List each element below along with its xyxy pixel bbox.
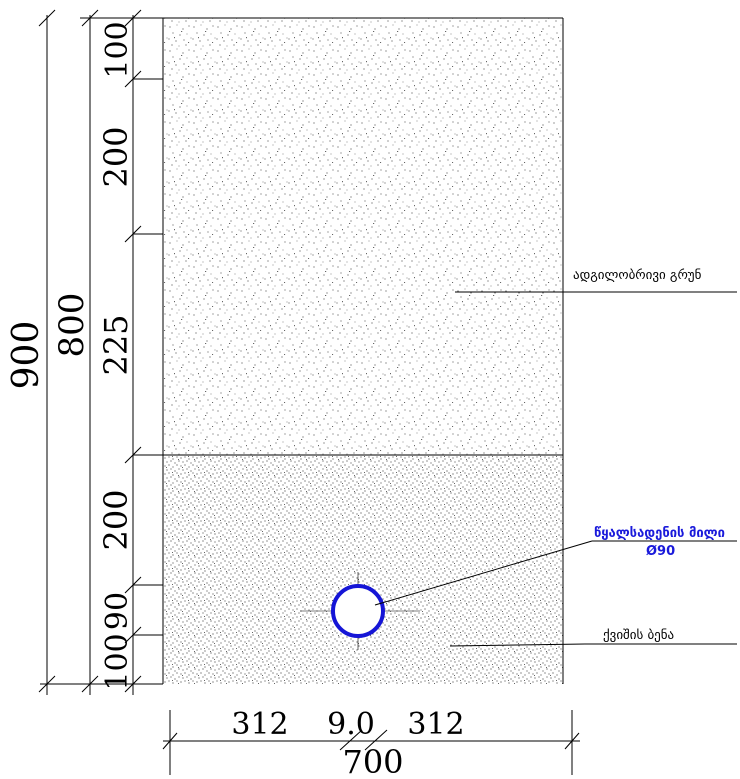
native-soil-label: ადგილობრივი გრუნ (573, 268, 702, 283)
dim-width-pipe: 9.0 (327, 707, 375, 742)
dim-width-total: 700 (342, 743, 403, 779)
dim-layer-upper-fill: 200 (97, 126, 135, 187)
dim-width-left: 312 (231, 707, 288, 742)
water-pipe (331, 584, 385, 638)
sand-bed-label: ქვიშის ბენა (603, 628, 674, 643)
dim-tick (564, 732, 580, 750)
sand-leader-diagonal (449, 643, 586, 647)
dim-layer-pipe: 90 (100, 592, 135, 630)
dim-layer-bed: 100 (100, 633, 135, 690)
sand-bedding-layer (163, 455, 563, 684)
dim-tick (162, 732, 178, 750)
dim-total-height: 900 (6, 321, 47, 390)
dim-layer-lower-fill: 225 (97, 314, 135, 375)
pipe-leader-diagonal (374, 540, 593, 606)
dim-tick (81, 9, 99, 27)
pipe-name-label: წყალსადენის მილი (594, 526, 725, 541)
pipe-diameter-label: Ø90 (646, 544, 675, 559)
dim-width-right: 312 (407, 707, 464, 742)
dim-layer-over-pipe: 200 (97, 489, 135, 550)
dim-tick (38, 9, 56, 27)
dim-layer-top: 100 (100, 21, 135, 78)
dim-tick (339, 729, 363, 751)
dim-tick (124, 9, 142, 27)
dim-tick (364, 729, 388, 751)
native-soil-layer (163, 18, 563, 455)
dim-trench-height: 800 (52, 293, 92, 358)
